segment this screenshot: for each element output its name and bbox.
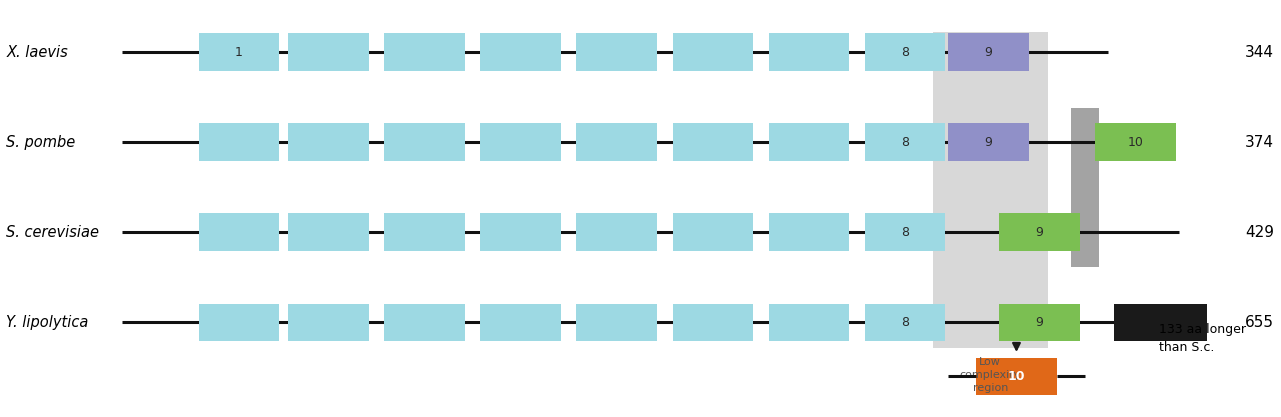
Text: 10: 10 [1008,370,1025,383]
Bar [673,33,753,71]
Bar [1095,123,1176,161]
Bar [673,123,753,161]
Bar [865,33,945,71]
Bar [384,123,465,161]
Text: Low
complexity
region: Low complexity region [959,357,1021,393]
Text: 8: 8 [901,316,910,329]
Bar [865,214,945,251]
Bar [1114,304,1207,342]
Bar [933,33,1048,348]
Text: X. laevis: X. laevis [6,45,68,60]
Bar [769,123,849,161]
Text: 8: 8 [901,226,910,239]
Bar [480,304,561,342]
Bar [480,123,561,161]
Text: 133 aa longer
than S.c.: 133 aa longer than S.c. [1159,323,1246,354]
Text: 344: 344 [1245,45,1275,60]
Bar [948,33,1029,71]
Bar [999,214,1080,251]
Bar [976,357,1057,395]
Text: 374: 374 [1245,135,1275,150]
Bar [673,304,753,342]
Bar [199,214,279,251]
Bar [576,214,657,251]
Bar [1071,108,1099,266]
Bar [288,214,369,251]
Text: 1: 1 [234,46,243,59]
Text: 9: 9 [1035,226,1044,239]
Text: 9: 9 [984,46,993,59]
Bar [769,304,849,342]
Bar [480,214,561,251]
Bar [384,214,465,251]
Bar [480,33,561,71]
Bar [384,33,465,71]
Text: Y. lipolytica: Y. lipolytica [6,315,88,330]
Text: 9: 9 [1035,316,1044,329]
Bar [673,214,753,251]
Text: 10: 10 [1127,136,1144,149]
Bar [199,304,279,342]
Bar [288,123,369,161]
Bar [199,33,279,71]
Text: 8: 8 [901,136,910,149]
Bar [288,304,369,342]
Bar [948,123,1029,161]
Text: 429: 429 [1245,225,1275,240]
Bar [384,304,465,342]
Bar [865,123,945,161]
Bar [769,214,849,251]
Text: S. pombe: S. pombe [6,135,76,150]
Bar [199,123,279,161]
Bar [769,33,849,71]
Bar [288,33,369,71]
Bar [999,304,1080,342]
Text: 8: 8 [901,46,910,59]
Bar [576,123,657,161]
Text: 9: 9 [984,136,993,149]
Bar [576,304,657,342]
Bar [865,304,945,342]
Bar [576,33,657,71]
Text: 655: 655 [1245,315,1275,330]
Text: S. cerevisiae: S. cerevisiae [6,225,100,240]
